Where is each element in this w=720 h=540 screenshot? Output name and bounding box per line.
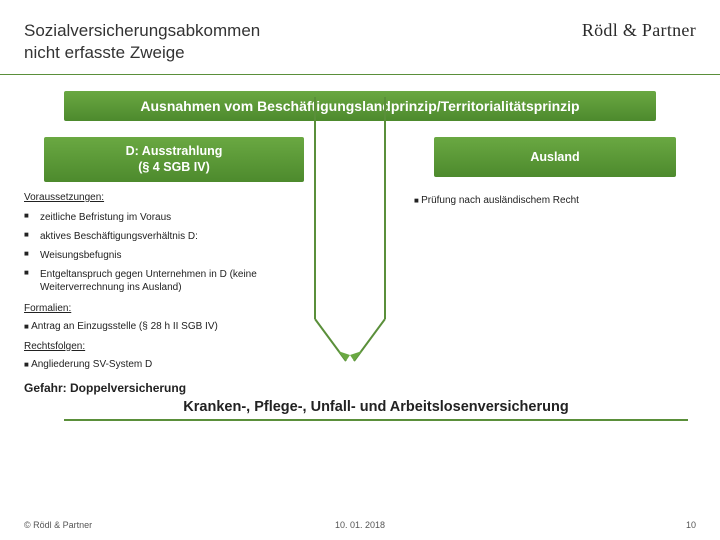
footer-page: 10: [686, 520, 696, 530]
page-title: Sozialversicherungsabkommen nicht erfass…: [24, 20, 260, 64]
columns: D: Ausstrahlung (§ 4 SGB IV) Voraussetzu…: [24, 137, 696, 373]
title-line2: nicht erfasste Zweige: [24, 43, 185, 62]
banner-right: Ausland: [434, 137, 676, 177]
logo: Rödl & Partner: [582, 20, 696, 41]
voraussetzungen-list: zeitliche Befristung im Voraus aktives B…: [24, 208, 324, 297]
header: Sozialversicherungsabkommen nicht erfass…: [0, 0, 720, 74]
formalien-item: Antrag an Einzugsstelle (§ 28 h II SGB I…: [24, 319, 324, 335]
banner-main: Ausnahmen vom Beschäftigungslandprinzip/…: [64, 91, 656, 121]
banner-left-line2: (§ 4 SGB IV): [138, 160, 210, 174]
list-item: aktives Beschäftigungsverhältnis D:: [24, 227, 324, 246]
footer: © Rödl & Partner 10. 01. 2018 10: [24, 520, 696, 530]
column-left: D: Ausstrahlung (§ 4 SGB IV) Voraussetzu…: [24, 137, 324, 373]
danger-line: Gefahr: Doppelversicherung: [24, 381, 696, 395]
list-item: Weisungsbefugnis: [24, 246, 324, 265]
column-right: Ausland Prüfung nach ausländischem Recht: [414, 137, 696, 373]
content-area: Ausnahmen vom Beschäftigungslandprinzip/…: [0, 75, 720, 421]
voraussetzungen-label: Voraussetzungen:: [24, 192, 324, 203]
rechtsfolgen-item: Angliederung SV-System D: [24, 357, 324, 373]
list-item: zeitliche Befristung im Voraus: [24, 208, 324, 227]
title-line1: Sozialversicherungsabkommen: [24, 21, 260, 40]
insurance-types-line: Kranken-, Pflege-, Unfall- und Arbeitslo…: [64, 399, 688, 421]
rechtsfolgen-label: Rechtsfolgen:: [24, 341, 324, 352]
right-item: Prüfung nach ausländischem Recht: [414, 193, 696, 209]
formalien-label: Formalien:: [24, 303, 324, 314]
banner-left-line1: D: Ausstrahlung: [126, 144, 223, 158]
footer-copyright: © Rödl & Partner: [24, 520, 92, 530]
banner-left: D: Ausstrahlung (§ 4 SGB IV): [44, 137, 304, 182]
list-item: Entgeltanspruch gegen Unternehmen in D (…: [24, 265, 324, 297]
footer-date: 10. 01. 2018: [335, 520, 385, 530]
